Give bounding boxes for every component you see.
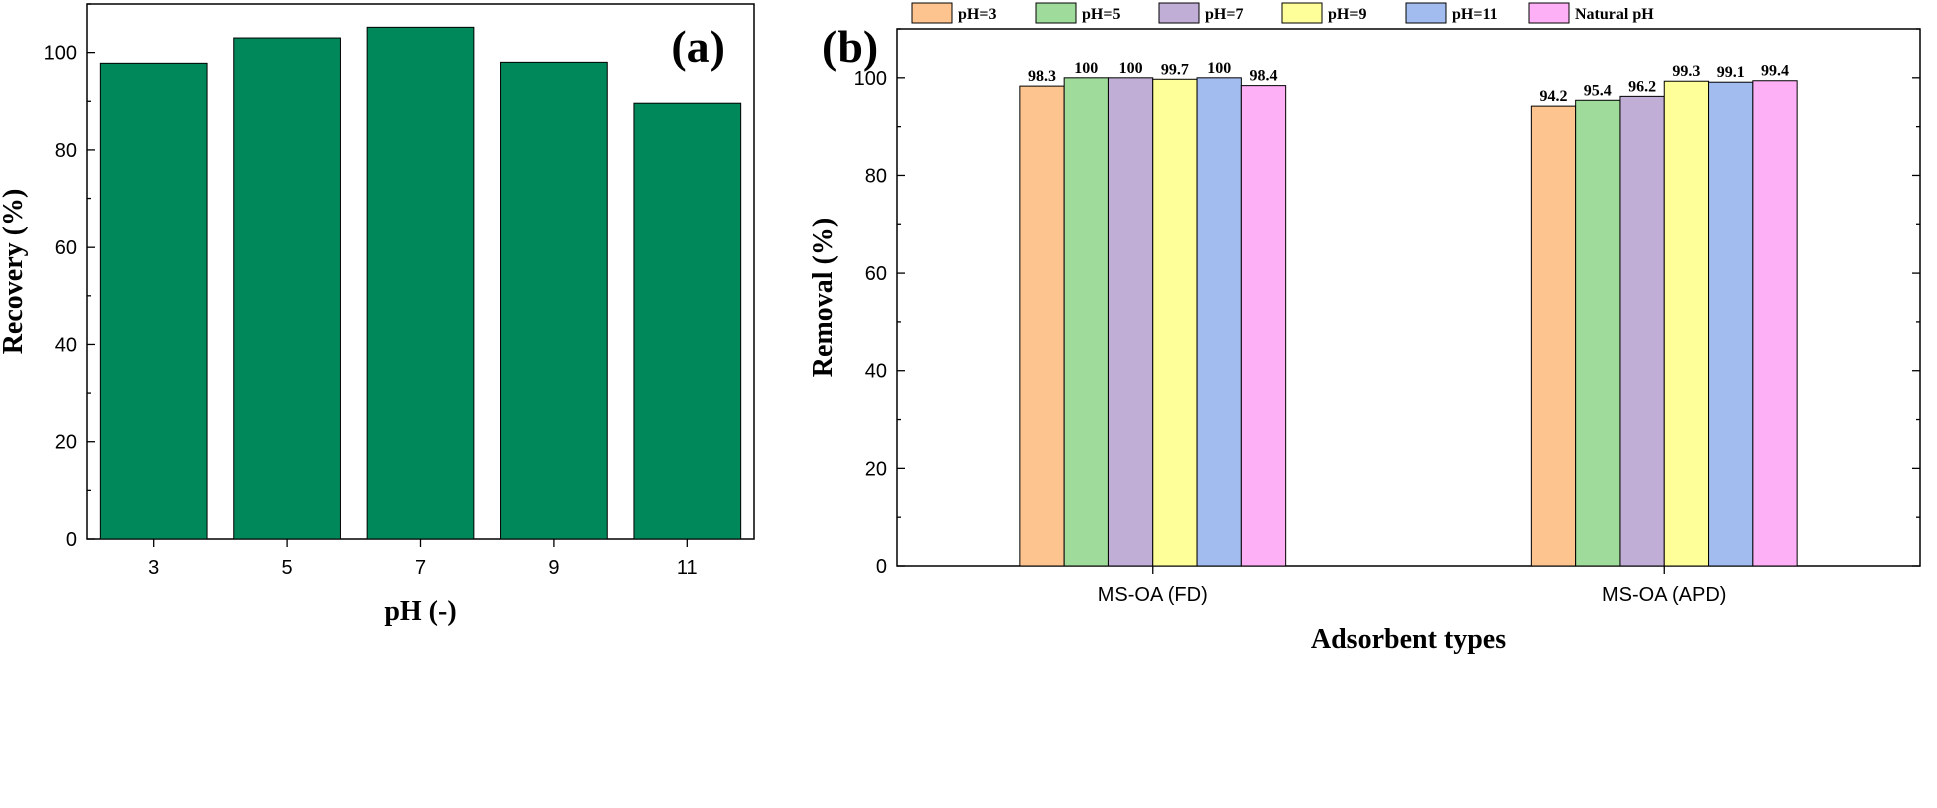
x-tick-label: MS-OA (APD) [1602,584,1726,606]
x-tick-label: 3 [148,557,159,579]
bar-ph-11-0 [1196,77,1242,567]
x-axis-title: Adsorbent types [1311,624,1506,655]
legend-label: pH=3 [958,6,996,23]
y-tick-label: 40 [55,334,77,356]
bar-ph-9 [500,61,608,540]
bar-ph-7 [366,26,475,540]
y-tick-label: 0 [66,529,77,551]
data-label: 95.4 [1584,82,1612,99]
bar-ph-7-1 [1619,95,1665,567]
legend-swatch [1405,2,1447,24]
legend-swatch [1158,2,1200,24]
data-label: 99.4 [1761,63,1789,80]
legend-label: pH=5 [1082,6,1120,23]
panel-label-b: (b) [822,21,878,72]
legend-label: pH=9 [1328,6,1366,23]
x-tick-label: MS-OA (FD) [1098,584,1208,606]
y-tick-label: 20 [865,458,887,480]
data-label: 100 [1207,60,1231,77]
bar-ph-3-0 [1019,85,1065,567]
y-tick-label: 20 [55,432,77,454]
y-tick-label: 100 [44,43,77,65]
legend-label: pH=7 [1205,6,1243,23]
bar-ph-5-1 [1575,99,1621,567]
panel-b-removal-chart: 0 20 40 60 80 100 98.3 100 100 99.7 100 98.4 MS-OA (… [808,2,1921,655]
y-tick-label: 60 [865,263,887,285]
y-tick-label: 40 [865,361,887,383]
x-tick-label: 11 [677,557,698,579]
bar-ph-5 [233,37,341,540]
bar-natural-ph-1 [1752,80,1798,567]
y-axis-title: Recovery (%) [0,189,29,355]
legend-swatch [1528,2,1570,24]
bar-ph-3-1 [1530,105,1577,567]
bar-ph-9-1 [1663,80,1710,567]
legend-label: pH=11 [1452,6,1498,23]
x-tick-label: 7 [415,557,426,579]
bar-ph-5-0 [1063,77,1109,567]
x-tick-label: 9 [548,557,559,579]
bar-ph-9-0 [1152,78,1198,567]
y-tick-label: 80 [55,140,77,162]
data-label: 99.3 [1672,63,1700,80]
data-label: 98.3 [1028,68,1056,85]
data-label: 100 [1074,60,1098,77]
y-tick-label: 60 [55,237,77,259]
data-label: 100 [1119,60,1143,77]
bar-natural-ph-0 [1240,85,1287,567]
bar-ph-11 [633,102,742,540]
legend-swatch [911,2,953,24]
bar-ph-3 [99,62,208,540]
data-label: 94.2 [1540,88,1568,105]
legend-swatch [1281,2,1323,24]
bar-ph-11-1 [1708,81,1754,567]
y-tick-label: 100 [854,68,887,90]
data-label: 99.7 [1161,61,1189,78]
x-axis-title: pH (-) [384,596,456,627]
panel-a-recovery-chart: 0 20 40 60 80 100 3 5 7 9 11 pH (-) Recovery (%) (a) [0,3,755,627]
panel-label-a: (a) [671,21,725,72]
data-label: 99.1 [1717,64,1745,81]
y-tick-label: 0 [876,556,887,578]
legend: pH=3 pH=5 pH=7 pH=9 pH=11 Natural pH [911,2,1654,24]
x-tick-label: 5 [282,557,293,579]
y-tick-label: 80 [865,165,887,187]
legend-label: Natural pH [1575,6,1654,23]
y-axis-title: Removal (%) [808,218,839,377]
plot-frame [896,28,1921,567]
bar-ph-7-0 [1107,77,1154,567]
data-label: 96.2 [1628,78,1656,95]
legend-swatch [1035,2,1077,24]
data-label: 98.4 [1250,68,1278,85]
